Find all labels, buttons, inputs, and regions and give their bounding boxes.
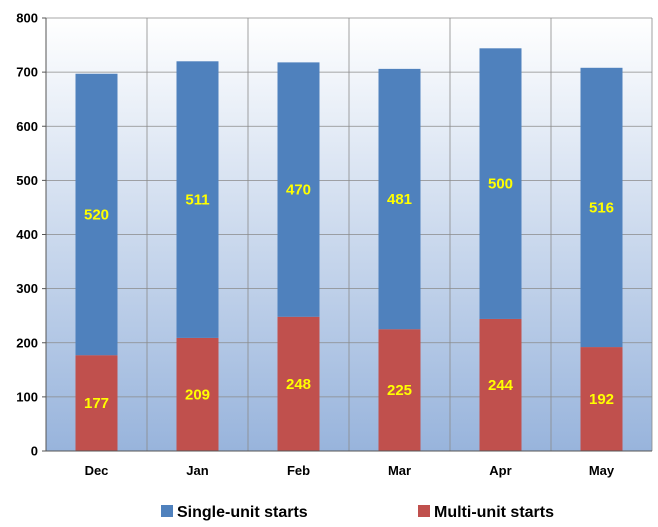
y-tick-label: 700	[16, 65, 38, 80]
bar-segment	[580, 347, 623, 451]
data-label: 244	[488, 377, 514, 394]
legend-label: Multi-unit starts	[434, 504, 554, 521]
data-label: 500	[488, 176, 513, 193]
y-tick-label: 300	[16, 281, 38, 296]
data-label: 520	[84, 206, 109, 223]
legend-label: Single-unit starts	[177, 504, 308, 521]
data-label: 192	[589, 391, 614, 408]
y-tick-label: 400	[16, 227, 38, 242]
bar-segment	[479, 48, 522, 319]
data-labels: 177 520 209 511 248 470 225 481 244 500 192 516	[84, 176, 614, 412]
data-label: 248	[286, 376, 311, 393]
y-tick-label: 500	[16, 173, 38, 188]
bar-segment	[176, 337, 219, 451]
x-tick-label: Feb	[287, 463, 310, 478]
legend-swatch	[161, 505, 173, 517]
bar-segment	[75, 355, 118, 451]
x-tick-label: Jan	[186, 463, 208, 478]
data-label: 177	[84, 395, 109, 412]
legend: Single-unit starts Multi-unit starts	[161, 504, 554, 521]
y-tick-label: 0	[31, 444, 38, 459]
y-tick-label: 800	[16, 11, 38, 26]
data-label: 481	[387, 191, 412, 208]
x-tick-label: Mar	[388, 463, 411, 478]
data-label: 225	[387, 382, 412, 399]
y-tick-label: 600	[16, 119, 38, 134]
bar-segment	[378, 329, 421, 451]
data-label: 516	[589, 199, 614, 216]
data-label: 470	[286, 182, 311, 199]
bar-segment	[277, 62, 320, 317]
x-tick-label: Dec	[85, 463, 109, 478]
bar-segment	[479, 318, 522, 451]
bar-segment	[176, 61, 219, 338]
x-tick-label: May	[589, 463, 615, 478]
y-tick-label: 200	[16, 335, 38, 350]
bar-segment	[378, 68, 421, 330]
x-tick-label: Apr	[489, 463, 511, 478]
bar-segment	[580, 67, 623, 348]
axes: 0 100 200 300 400 500 600 700 800 Dec Jan Feb Mar Apr…	[16, 11, 652, 478]
data-label: 209	[185, 386, 210, 403]
bars	[75, 48, 623, 451]
data-label: 511	[185, 192, 209, 209]
legend-swatch	[418, 505, 430, 517]
y-tick-label: 100	[16, 389, 38, 404]
bar-segment	[277, 316, 320, 451]
bar-segment	[75, 73, 118, 356]
